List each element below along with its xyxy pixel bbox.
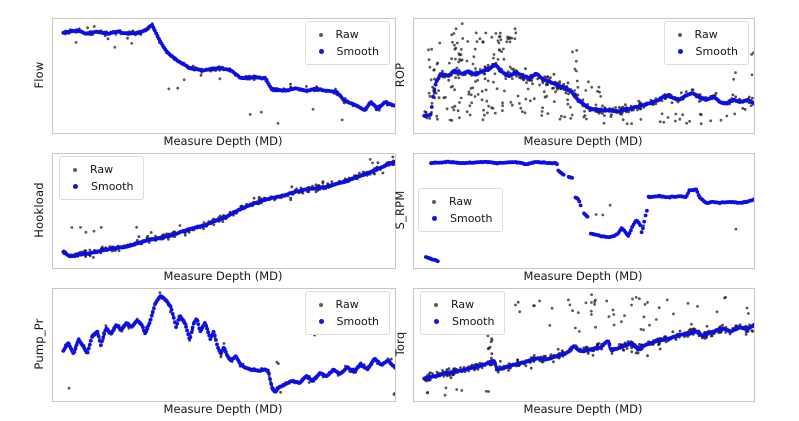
x-axis-label-pump-pr: Measure Depth (MD) — [163, 402, 283, 416]
y-axis-label-hookload: Hookload — [32, 182, 46, 238]
raw-marker-icon — [73, 167, 77, 172]
subplot-hookload: Hookload Raw Smooth Measure Depth (MD) — [32, 153, 396, 283]
y-axis-label-s-rpm: S_RPM — [393, 190, 407, 230]
y-axis-label-pump-pr: Pump_Pr — [32, 318, 46, 370]
legend-label-raw: Raw — [335, 28, 359, 41]
x-axis-label-torq: Measure Depth (MD) — [523, 402, 643, 416]
legend-entry-smooth: Smooth — [310, 43, 379, 60]
smooth-marker-icon — [677, 49, 683, 55]
legend-entry-raw: Raw — [425, 296, 494, 313]
legend-label-raw: Raw — [90, 163, 114, 176]
subplot-rop: ROP Raw Smooth Measure Depth (MD) — [393, 18, 755, 148]
subplot-flow: Flow Raw Smooth Measure Depth (MD) — [32, 18, 396, 148]
legend-label-raw: Raw — [335, 298, 359, 311]
subplot-torq: Torq Raw Smooth Measure Depth (MD) — [393, 288, 755, 416]
legend-entry-raw: Raw — [310, 296, 379, 313]
x-axis-label-s-rpm: Measure Depth (MD) — [523, 269, 643, 283]
legend-s-rpm: Raw Smooth — [418, 187, 504, 233]
y-axis-label-flow: Flow — [32, 61, 46, 89]
raw-marker-icon — [432, 199, 436, 204]
legend-label-smooth: Smooth — [91, 180, 134, 194]
raw-marker-icon — [318, 302, 323, 307]
rop-plot-area — [413, 18, 755, 134]
legend-entry-smooth: Smooth — [423, 210, 492, 227]
legend-label-smooth: Smooth — [695, 45, 738, 59]
y-axis-label-rop: ROP — [393, 62, 407, 88]
legend-entry-raw: Raw — [669, 26, 738, 43]
legend-label-smooth: Smooth — [450, 212, 493, 225]
s-rpm-plot-area — [413, 153, 755, 269]
legend-torq: Raw Smooth — [420, 291, 506, 336]
subplot-s-rpm: S_RPM Raw Smooth Measure Depth (MD) — [393, 153, 755, 283]
legend-entry-smooth: Smooth — [310, 313, 379, 330]
legend-entry-smooth: Smooth — [425, 313, 494, 330]
legend-entry-smooth: Smooth — [64, 178, 133, 195]
legend-entry-raw: Raw — [310, 26, 379, 43]
legend-label-smooth: Smooth — [336, 315, 379, 329]
smooth-marker-icon — [318, 319, 324, 325]
legend-hookload: Raw Smooth — [59, 156, 145, 201]
legend-label-smooth: Smooth — [336, 45, 379, 59]
legend-rop: Raw Smooth — [663, 21, 749, 66]
legend-label-raw: Raw — [449, 194, 473, 208]
smooth-marker-icon — [73, 184, 78, 190]
x-axis-label-hookload: Measure Depth (MD) — [163, 269, 283, 283]
subplot-pump-pr: Pump_Pr Raw Smooth Measure Depth (MD) — [32, 288, 396, 416]
raw-marker-icon — [318, 32, 323, 37]
raw-marker-icon — [434, 302, 438, 307]
smooth-marker-icon — [432, 216, 437, 222]
x-axis-label-rop: Measure Depth (MD) — [523, 134, 643, 148]
legend-entry-smooth: Smooth — [669, 43, 738, 60]
legend-entry-raw: Raw — [423, 193, 492, 210]
raw-marker-icon — [677, 32, 682, 37]
smooth-marker-icon — [318, 49, 324, 55]
smooth-marker-icon — [434, 319, 439, 325]
legend-label-raw: Raw — [451, 298, 475, 311]
legend-label-raw: Raw — [694, 28, 718, 41]
legend-flow: Raw Smooth — [304, 21, 390, 66]
x-axis-label-flow: Measure Depth (MD) — [163, 134, 283, 148]
y-axis-label-torq: Torq — [393, 331, 407, 357]
legend-pump-pr: Raw Smooth — [304, 291, 390, 336]
legend-label-smooth: Smooth — [452, 315, 495, 329]
legend-entry-raw: Raw — [64, 161, 133, 178]
